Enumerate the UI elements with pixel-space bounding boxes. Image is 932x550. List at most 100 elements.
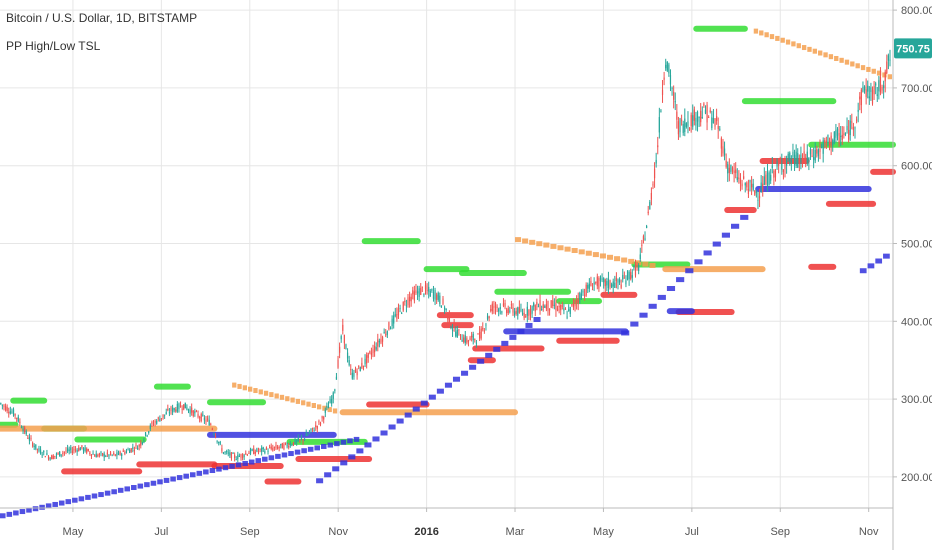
candle-body <box>860 89 862 106</box>
candle-body <box>343 334 345 344</box>
candle-body <box>506 309 508 314</box>
candle-body <box>404 300 406 303</box>
candle-body <box>490 309 492 311</box>
candle-body <box>509 310 511 312</box>
candle-body <box>666 61 668 71</box>
time-axis[interactable]: May Jul Sep Nov 2016 Mar May Jul Sep Nov <box>0 507 893 538</box>
candle-body <box>701 117 703 119</box>
candle-body <box>203 417 206 421</box>
candle-body <box>673 91 675 100</box>
candle-body <box>443 307 446 310</box>
candle-body <box>195 410 198 412</box>
candle-body <box>253 448 255 455</box>
candle-body <box>711 117 713 128</box>
candle-body <box>770 174 772 181</box>
candle-body <box>803 151 805 161</box>
candle-body <box>418 288 420 297</box>
candle-body <box>84 447 86 452</box>
candle-body <box>477 333 479 335</box>
candle-body <box>517 307 519 316</box>
candle-body <box>496 306 498 308</box>
candle-body <box>113 453 115 455</box>
candle-body <box>175 409 177 412</box>
candle-body <box>327 405 330 409</box>
candle-body <box>733 170 735 173</box>
candle-body <box>618 279 621 283</box>
candle-body <box>296 440 298 442</box>
candle-body <box>695 117 697 126</box>
candle-body <box>862 86 864 92</box>
candle-body <box>14 414 16 416</box>
candle-body <box>289 443 291 446</box>
candle-body <box>321 416 323 419</box>
candle-body <box>816 148 818 154</box>
candle-body <box>361 362 363 369</box>
candle-body <box>103 453 105 458</box>
candle-body <box>243 455 245 457</box>
candle-body <box>206 418 209 420</box>
candle-body <box>324 410 326 413</box>
price-axis[interactable]: 200.00 300.00 400.00 500.00 600.00 700.00 800.… <box>892 0 932 550</box>
candle-body <box>824 140 826 143</box>
candle-body <box>542 304 544 309</box>
candle-body <box>109 452 112 455</box>
candle-body <box>688 128 691 130</box>
candle-body <box>141 442 143 444</box>
candle-body <box>461 339 463 342</box>
candle-body <box>782 169 785 173</box>
candle-body <box>420 288 422 295</box>
candle-body <box>529 308 532 315</box>
candle-body <box>267 450 269 452</box>
candle-body <box>561 305 563 307</box>
candle-body <box>588 283 590 289</box>
candle-body <box>835 130 837 138</box>
candle-body <box>653 168 656 179</box>
candle-body <box>523 312 525 318</box>
candle-body <box>165 412 167 415</box>
candle-body <box>760 182 762 193</box>
candle-body <box>313 430 315 432</box>
candle-body <box>101 453 104 456</box>
candle-body <box>397 308 400 316</box>
candle-body <box>133 449 136 452</box>
candle-body <box>410 296 412 302</box>
candle-body <box>399 307 401 309</box>
candle-body <box>657 145 659 148</box>
candle-body <box>100 452 102 454</box>
candle-body <box>65 450 67 452</box>
candle-body <box>534 305 536 312</box>
candle-body <box>848 129 850 140</box>
candle-body <box>865 89 867 97</box>
candle-body <box>119 451 121 455</box>
candle-body <box>735 169 737 174</box>
candle-body <box>370 352 373 356</box>
candle-body <box>778 164 780 166</box>
indicator-label[interactable]: PP High/Low TSL <box>6 39 101 53</box>
candle-body <box>407 297 409 306</box>
candle-body <box>367 352 369 358</box>
candle-body <box>246 454 248 456</box>
candle-body <box>396 313 398 319</box>
candle-body <box>793 154 796 165</box>
candle-body <box>763 176 765 185</box>
candle-body <box>712 117 715 124</box>
candle-body <box>315 425 317 428</box>
candle-body <box>44 456 46 458</box>
candle-body <box>186 407 188 410</box>
candle-body <box>595 281 597 283</box>
candle-body <box>622 274 624 280</box>
candle-body <box>751 183 753 188</box>
candle-body <box>22 428 24 432</box>
candle-body <box>607 278 610 289</box>
candle-body <box>46 453 48 455</box>
symbol-title[interactable]: Bitcoin / U.S. Dollar, 1D, BITSTAMP <box>6 11 198 25</box>
candle-body <box>464 335 466 343</box>
candle-body <box>105 456 107 458</box>
candle-body <box>240 454 242 458</box>
x-tick-label: Nov <box>859 526 879 538</box>
candle-body <box>434 290 436 300</box>
candle-body <box>813 157 815 160</box>
candle-body <box>719 128 721 130</box>
candle-body <box>696 111 699 122</box>
